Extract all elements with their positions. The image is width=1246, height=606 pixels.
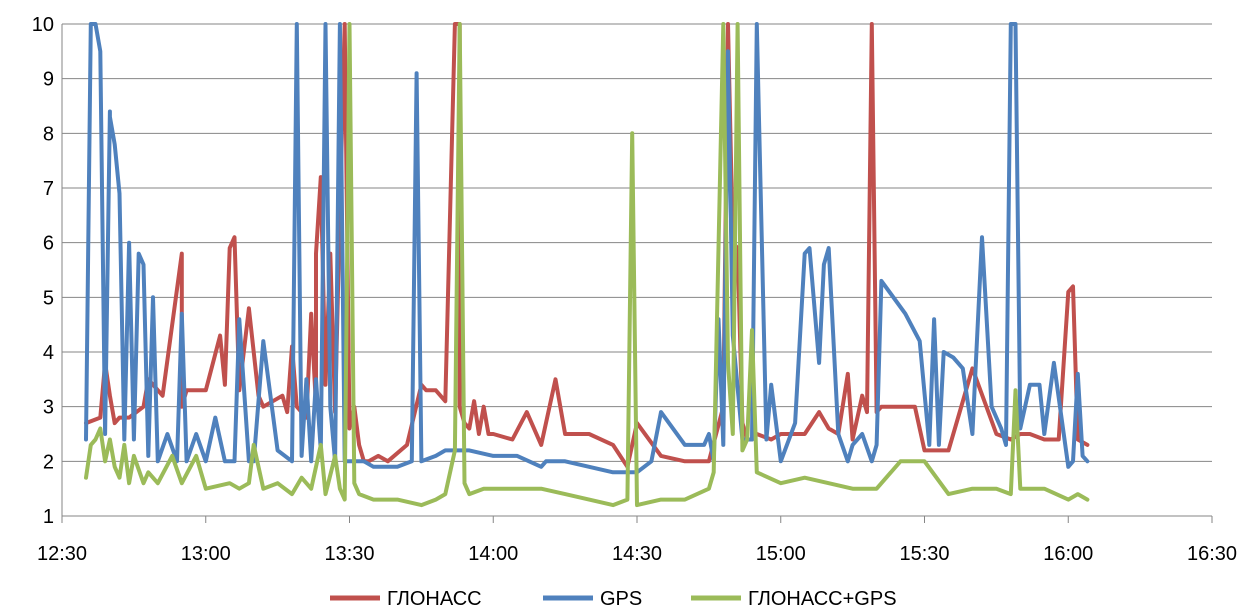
series-line-2 [84,22,1090,508]
y-tick-label: 3 [43,397,54,419]
x-tick-label: 12:30 [37,543,87,565]
legend-label: ГЛОНАСС [387,588,482,606]
y-tick-label: 9 [43,69,54,91]
legend-label: ГЛОНАСС+GPS [748,588,897,606]
series-line-0 [84,22,1090,469]
y-tick-label: 5 [43,287,54,309]
legend: ГЛОНАСС GPS ГЛОНАСС+GPS [330,588,897,606]
x-tick-label: 14:00 [468,543,518,565]
y-tick-label: 1 [43,506,54,528]
legend-label: GPS [600,588,642,606]
x-tick-label: 13:00 [181,543,231,565]
x-tick-label: 15:30 [899,543,949,565]
y-tick-label: 8 [43,123,54,145]
y-tick-label: 2 [43,451,54,473]
y-tick-label: 7 [43,178,54,200]
x-tick-label: 15:00 [756,543,806,565]
x-tick-label: 14:30 [612,543,662,565]
x-tick-label: 16:30 [1187,543,1237,565]
x-tick-label: 16:00 [1043,543,1093,565]
series-lines [84,22,1090,508]
axes: 1 2 3 4 5 6 7 8 9 10 12:30 13:00 13:30 14:00 14:30 15:0… [32,14,1237,565]
y-tick-label: 6 [43,233,54,255]
y-tick-label: 4 [43,342,54,364]
y-tick-label: 10 [32,14,54,36]
series-line-1 [84,22,1090,475]
x-tick-label: 13:30 [324,543,374,565]
